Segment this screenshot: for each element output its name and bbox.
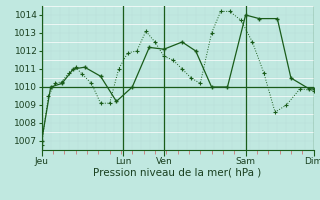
X-axis label: Pression niveau de la mer( hPa ): Pression niveau de la mer( hPa ) bbox=[93, 167, 262, 177]
